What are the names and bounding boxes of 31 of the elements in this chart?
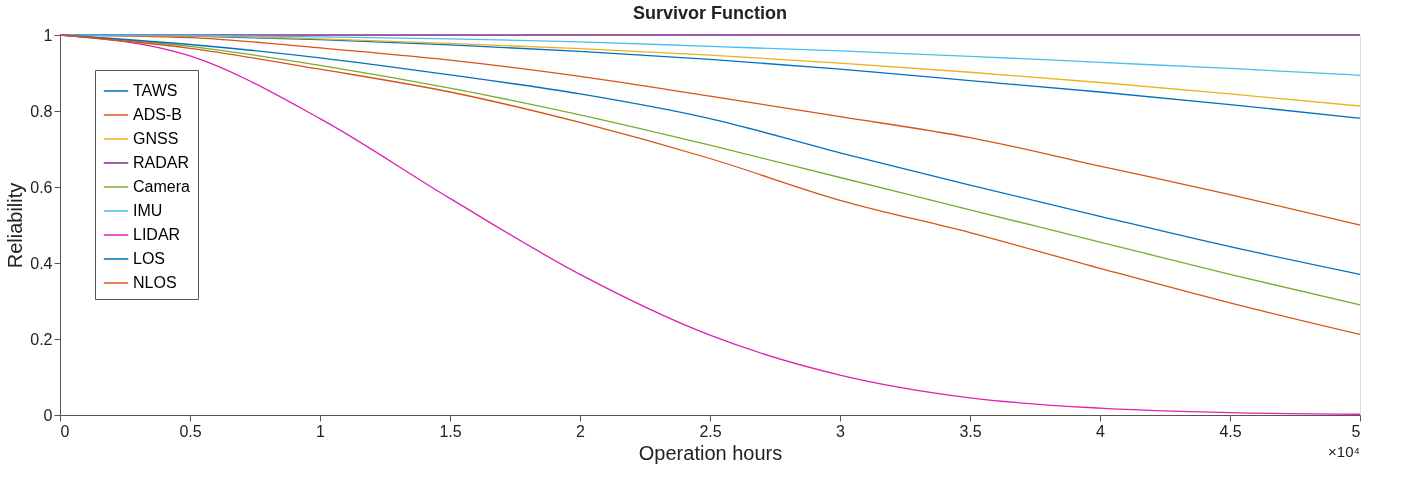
line-series xyxy=(59,34,1361,76)
legend-label: LOS xyxy=(133,250,166,267)
legend-label: NLOS xyxy=(133,274,177,291)
y-tick-label: 1 xyxy=(43,26,53,44)
legend-label: GNSS xyxy=(133,130,179,147)
legend-label: RADAR xyxy=(133,154,190,171)
legend-label: IMU xyxy=(133,202,163,219)
x-axis-title: Operation hours xyxy=(638,441,783,464)
y-tick-label: 0.2 xyxy=(30,330,53,348)
x-tick-label: 3.5 xyxy=(959,422,982,440)
x-tick-label: 0.5 xyxy=(179,422,202,440)
x-tick-label: 1.5 xyxy=(439,422,462,440)
x-tick-label: 4 xyxy=(1096,422,1106,440)
x-tick-label: 2.5 xyxy=(699,422,722,440)
legend-label: Camera xyxy=(133,178,191,195)
x-tick-label: 5 xyxy=(1351,422,1361,440)
x-tick-label: 4.5 xyxy=(1219,422,1242,440)
y-axis-title: Reliability xyxy=(4,182,27,269)
y-tick-label: 0 xyxy=(43,406,53,424)
y-tick-label: 0.6 xyxy=(30,178,53,196)
y-tick-label: 0.4 xyxy=(30,254,53,272)
text: ×10⁴ xyxy=(1328,443,1360,460)
chart-title: Survivor Function xyxy=(632,3,788,23)
x-tick-label: 0 xyxy=(60,422,70,440)
y-tick-label: 0.8 xyxy=(30,102,53,120)
legend-label: ADS-B xyxy=(133,106,182,123)
legend-label: TAWS xyxy=(133,82,178,99)
x-tick-label: 2 xyxy=(576,422,586,440)
x-tick-label: 1 xyxy=(316,422,326,440)
x-tick-label: 3 xyxy=(836,422,846,440)
legend-label: LIDAR xyxy=(133,226,181,243)
